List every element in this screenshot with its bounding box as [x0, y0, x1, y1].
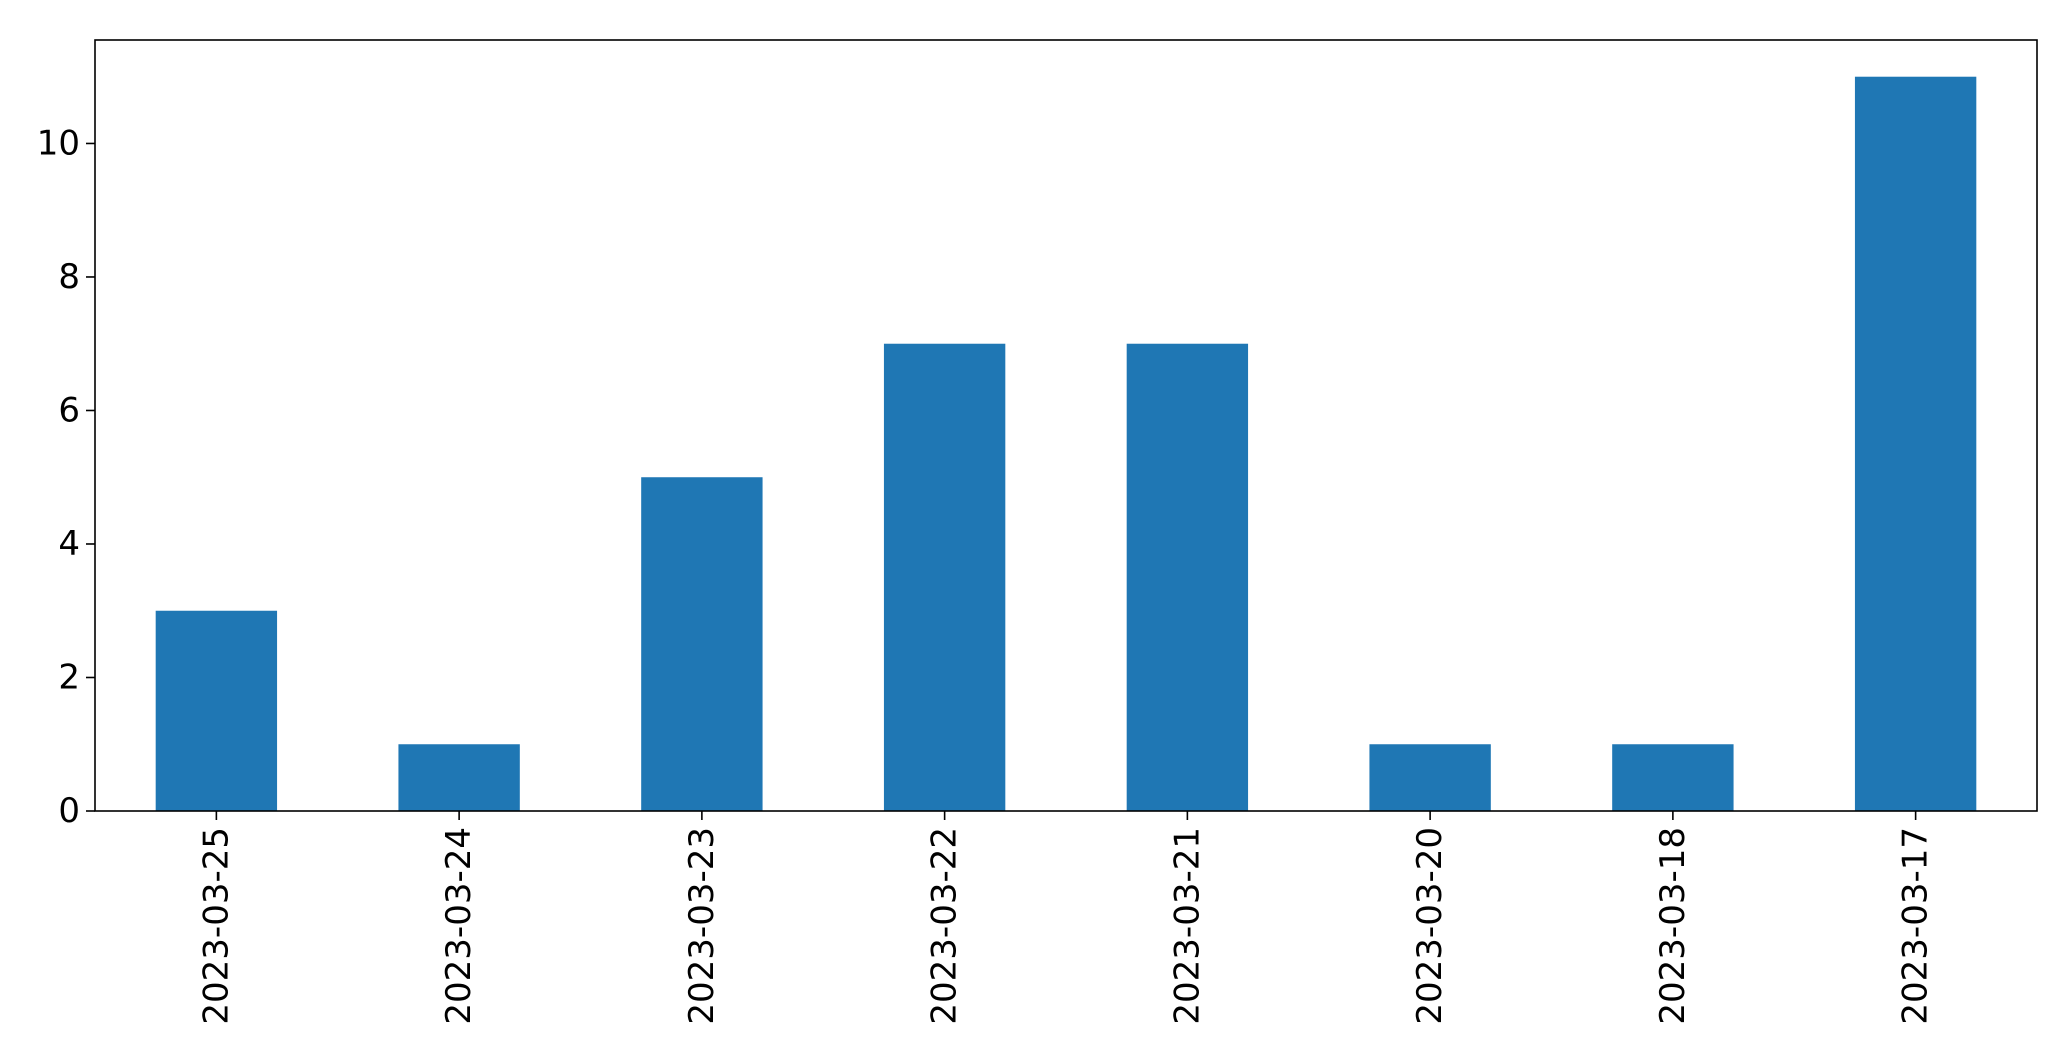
- bars-layer: [155, 76, 1977, 811]
- y-tick-label: 10: [37, 123, 80, 163]
- bar-2023-03-20: [1369, 744, 1491, 811]
- bar-2023-03-23: [641, 477, 763, 811]
- y-tick-label: 8: [58, 257, 80, 297]
- x-tick-label: 2023-03-21: [1167, 827, 1207, 1025]
- x-tick-label: 2023-03-24: [439, 827, 479, 1025]
- bar-2023-03-25: [155, 610, 278, 811]
- y-tick-label: 2: [58, 657, 80, 697]
- bar-2023-03-21: [1126, 343, 1249, 811]
- y-tick-label: 4: [58, 524, 80, 564]
- x-tick-label: 2023-03-18: [1653, 827, 1693, 1025]
- bar-2023-03-18: [1612, 744, 1734, 811]
- x-tick-label: 2023-03-25: [196, 827, 236, 1025]
- plot-frame: [94, 39, 2038, 812]
- y-tick-label: 0: [58, 791, 80, 831]
- bar-2023-03-24: [398, 744, 520, 811]
- x-axis: 2023-03-25 2023-03-24 2023-03-23 2023-03-22…: [196, 811, 1936, 1025]
- x-tick-label: 2023-03-22: [925, 827, 965, 1025]
- x-tick-label: 2023-03-20: [1410, 827, 1450, 1025]
- y-tick-label: 6: [58, 390, 80, 430]
- x-tick-label: 2023-03-17: [1896, 827, 1936, 1025]
- bar-2023-03-22: [883, 343, 1006, 811]
- bar-2023-03-17: [1854, 76, 1977, 811]
- y-axis: 0 2 4 6 8 10: [37, 123, 95, 831]
- x-tick-label: 2023-03-23: [682, 827, 722, 1025]
